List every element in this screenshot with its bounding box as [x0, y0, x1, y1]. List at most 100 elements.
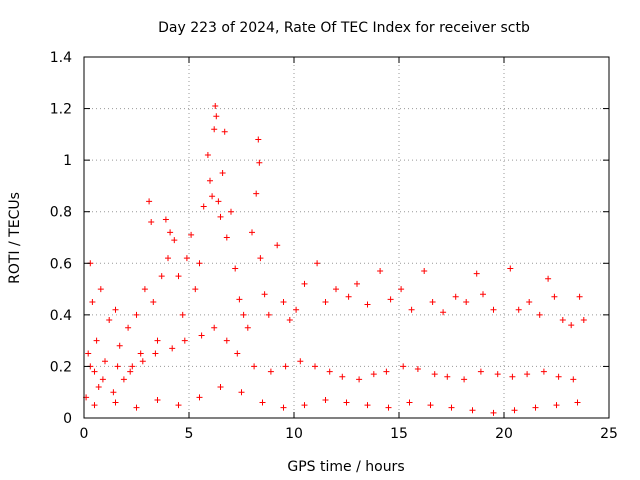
data-point: [461, 376, 468, 383]
data-point: [139, 358, 146, 365]
data-point: [255, 136, 262, 143]
data-point: [356, 376, 363, 383]
x-tick-label: 20: [495, 426, 513, 442]
data-point: [551, 293, 558, 300]
y-tick-label: 1.2: [50, 102, 72, 118]
data-point: [129, 363, 136, 370]
y-tick-label: 0.2: [50, 359, 72, 375]
data-point: [312, 363, 318, 370]
data-point: [217, 213, 224, 220]
data-point: [192, 286, 199, 293]
data-point: [167, 229, 174, 236]
data-point: [238, 389, 245, 396]
data-point: [280, 404, 287, 411]
data-point: [169, 345, 176, 352]
data-point: [274, 242, 281, 249]
data-point: [377, 268, 384, 275]
data-point: [345, 293, 352, 300]
data-point: [223, 234, 230, 241]
data-point: [116, 342, 123, 349]
y-tick-label: 0.4: [50, 308, 72, 324]
data-point: [112, 306, 119, 313]
data-point: [181, 337, 188, 344]
data-point: [580, 317, 587, 324]
data-point: [85, 350, 92, 357]
x-tick-label: 25: [600, 426, 618, 442]
data-point: [175, 273, 182, 280]
data-point: [282, 363, 289, 370]
data-point: [133, 311, 140, 318]
data-point: [431, 371, 438, 378]
data-point: [251, 363, 258, 370]
data-point: [148, 219, 155, 226]
data-point: [110, 389, 117, 396]
data-point: [293, 306, 300, 313]
data-point: [207, 177, 213, 184]
data-point: [217, 384, 224, 391]
data-point: [196, 394, 203, 401]
data-point: [524, 371, 531, 378]
data-point: [545, 275, 552, 282]
data-point: [261, 291, 268, 298]
data-point: [387, 296, 394, 303]
data-point: [95, 384, 102, 391]
data-point: [171, 237, 178, 244]
data-point: [265, 311, 272, 318]
data-point: [469, 407, 476, 414]
data-point: [429, 298, 436, 305]
data-point: [89, 298, 96, 305]
data-point: [165, 255, 171, 262]
data-point: [127, 368, 134, 375]
data-point: [383, 368, 390, 375]
data-point: [249, 229, 255, 236]
data-point: [97, 286, 104, 293]
data-point: [339, 373, 346, 380]
data-point: [112, 399, 119, 406]
data-point: [333, 286, 339, 293]
data-point: [257, 255, 264, 262]
data-point: [253, 190, 260, 197]
data-point: [228, 208, 234, 215]
data-point: [211, 126, 218, 133]
data-point: [141, 286, 148, 293]
data-point: [183, 255, 190, 262]
data-point: [120, 376, 127, 383]
data-point: [204, 151, 211, 158]
data-point: [162, 216, 169, 223]
data-point: [221, 128, 228, 135]
data-point: [212, 102, 219, 109]
chart-title: Day 223 of 2024, Rate Of TEC Index for r…: [158, 20, 530, 36]
axes: 0 5 10 15 20 25 0 0.2 0.4 0.6 0.8 1 1.2 1.4: [50, 50, 618, 442]
data-point: [215, 198, 222, 205]
x-tick-label: 15: [390, 426, 408, 442]
data-point: [480, 291, 486, 298]
data-point: [106, 317, 113, 324]
data-points: [83, 102, 587, 416]
plot-frame: [83, 56, 610, 419]
data-point: [93, 337, 100, 344]
y-tick-label: 1.4: [50, 50, 72, 66]
data-point: [150, 298, 157, 305]
data-point: [555, 373, 562, 380]
data-point: [536, 311, 543, 318]
data-point: [240, 311, 247, 318]
y-tick-label: 0.8: [50, 205, 72, 221]
data-point: [314, 260, 321, 267]
data-point: [326, 368, 333, 375]
data-point: [322, 298, 329, 305]
data-point: [509, 373, 516, 380]
data-point: [490, 306, 497, 313]
data-point: [234, 350, 241, 357]
data-point: [200, 203, 207, 210]
data-point: [406, 399, 413, 406]
data-point: [211, 324, 218, 331]
data-point: [414, 366, 421, 373]
data-point: [421, 268, 428, 275]
data-point: [286, 317, 293, 324]
data-point: [236, 296, 243, 303]
data-point: [91, 368, 98, 375]
data-point: [532, 404, 539, 411]
data-point: [154, 396, 161, 403]
data-point: [427, 402, 434, 409]
y-axis-label: ROTI / TECUs: [7, 192, 23, 284]
